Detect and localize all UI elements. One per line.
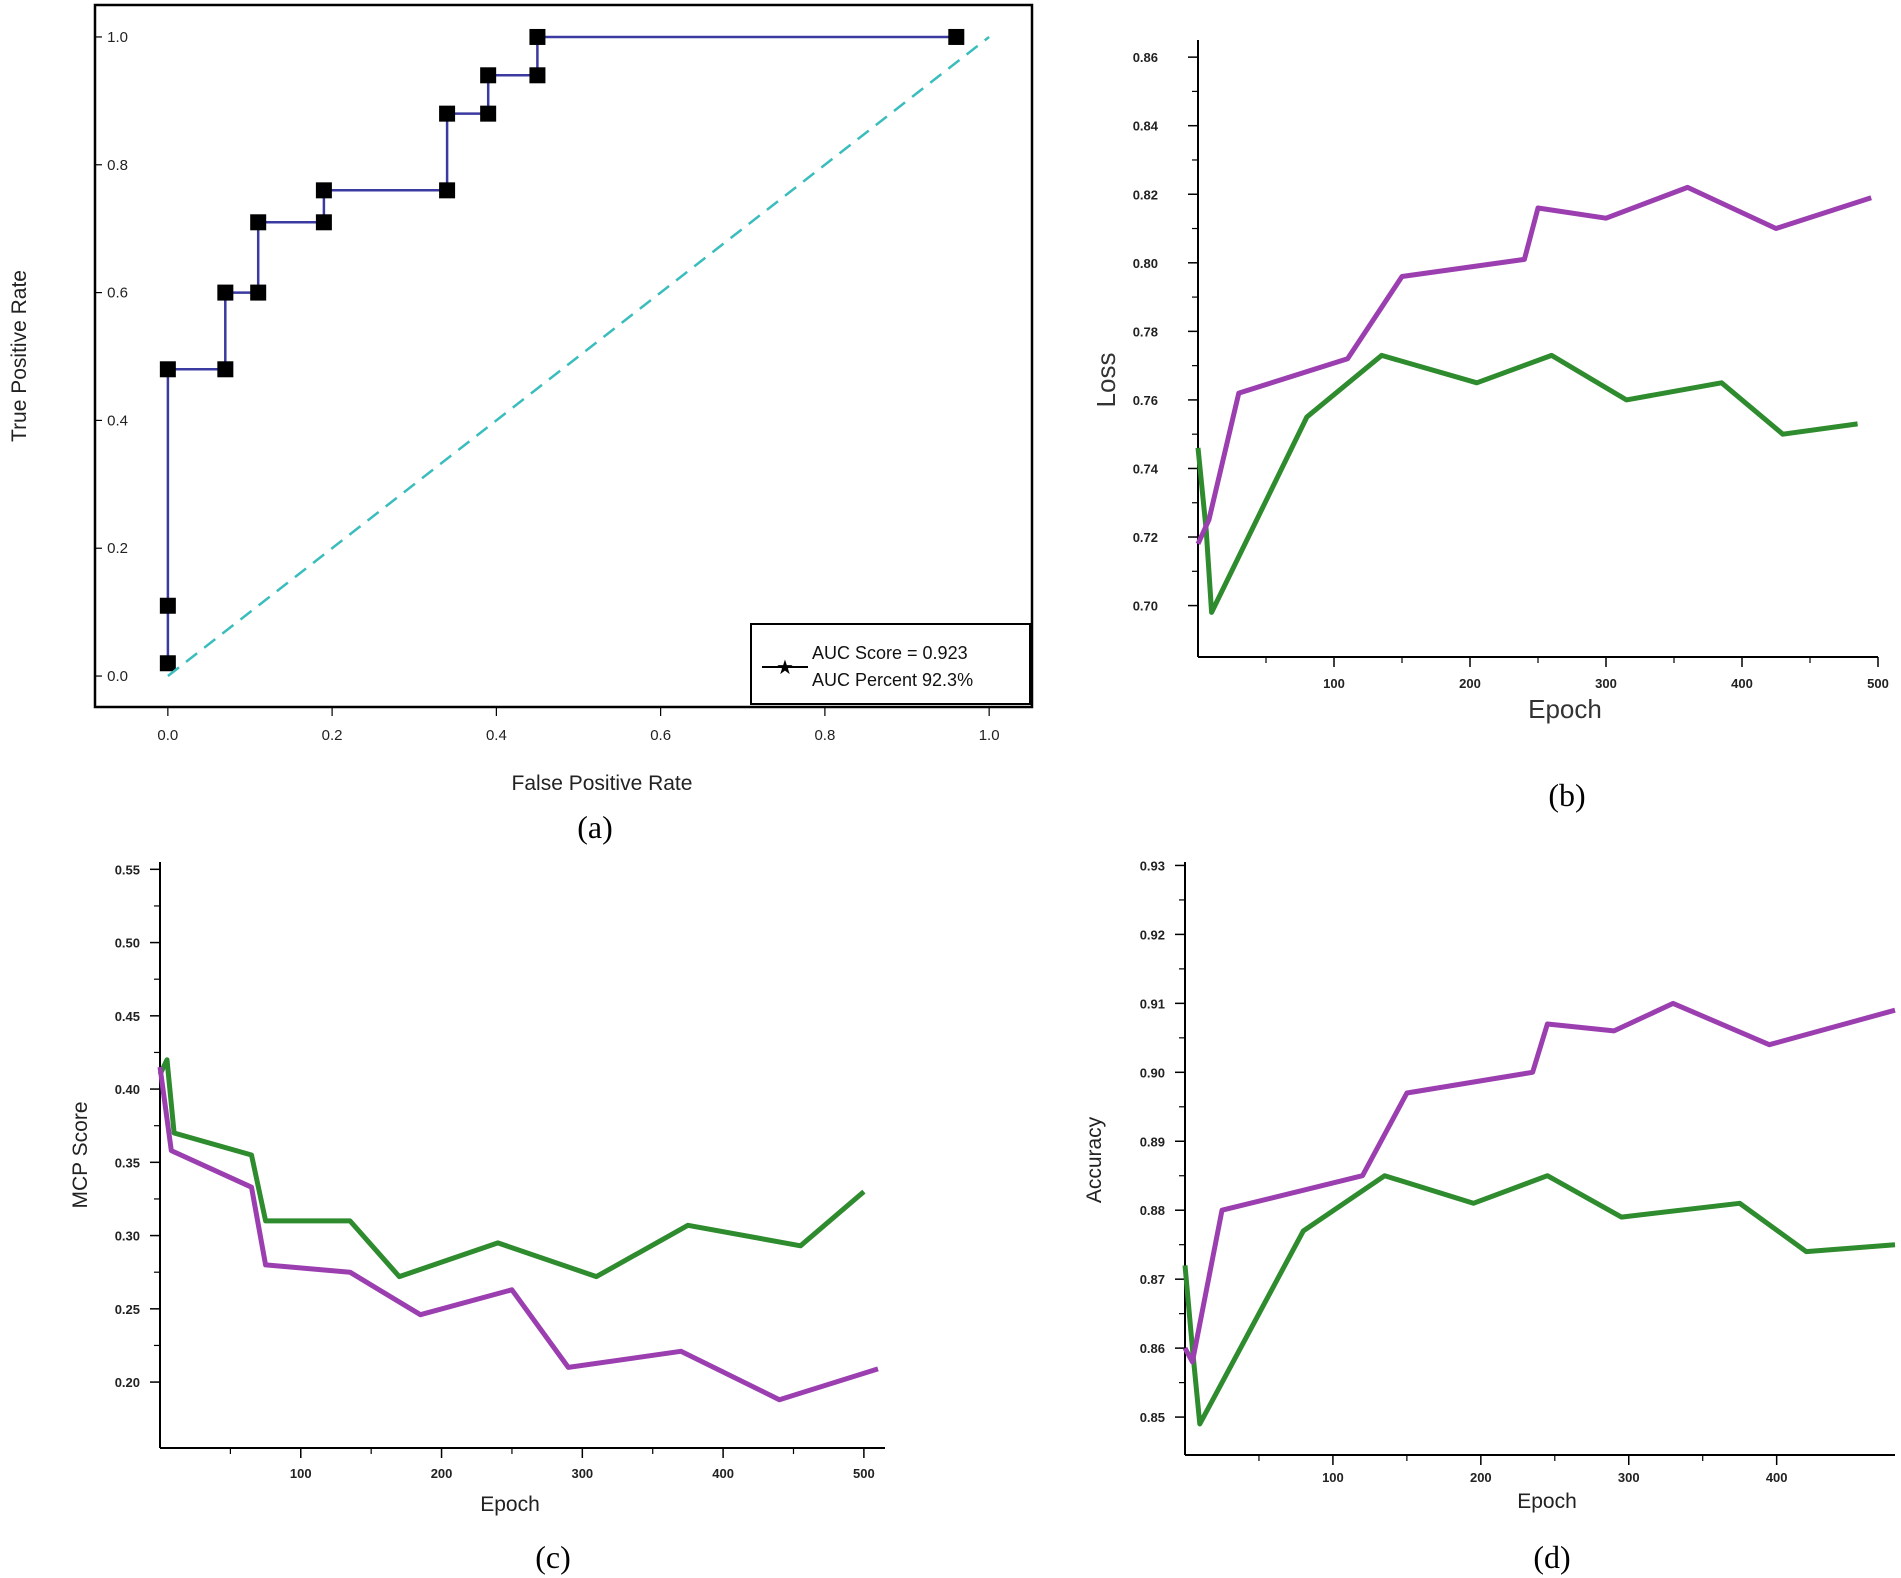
roc-point-marker (948, 28, 965, 45)
series-line-green (1195, 352, 1858, 615)
roc-point-marker (250, 214, 267, 231)
ytick-label: 0.86 (1133, 50, 1158, 65)
ytick-label: 0.85 (1140, 1410, 1165, 1425)
ytick-label: 0.84 (1133, 119, 1159, 134)
ytick-label: 1.0 (107, 29, 128, 46)
panel-a: 0.0 0.2 0.4 0.6 0.8 1.0 0.0 0.2 0.4 0.6 0.8 1.0 ★ A… (8, 3, 1034, 845)
panel-d-caption: (d) (1533, 1539, 1570, 1575)
ytick-label: 0.86 (1140, 1341, 1165, 1356)
series-line-roc (166, 35, 957, 664)
panel-c-xlabel: Epoch (480, 1493, 540, 1516)
xtick-label: 0.0 (157, 727, 178, 744)
ytick-label: 0.4 (107, 412, 128, 429)
panel-b-caption: (b) (1548, 777, 1585, 813)
roc-point-marker (217, 361, 234, 378)
ytick-label: 0.88 (1140, 1203, 1165, 1218)
roc-point-marker (159, 361, 176, 378)
series-line-green (1182, 1173, 1896, 1427)
ytick-label: 0.90 (1140, 1065, 1165, 1080)
ytick-label: 0.80 (1133, 256, 1158, 271)
ytick-label: 0.89 (1140, 1134, 1165, 1149)
roc-point-marker (480, 67, 497, 84)
legend-auc-score: AUC Score = 0.923 (812, 643, 968, 663)
ytick-label: 0.2 (107, 540, 128, 557)
xtick-label: 100 (1322, 1470, 1344, 1485)
ytick-label: 0.0 (107, 668, 128, 685)
ytick-label: 0.72 (1133, 530, 1158, 545)
panel-a-ylabel: True Positive Rate (8, 270, 31, 442)
xtick-label: 1.0 (979, 727, 1000, 744)
panel-a-frame (93, 3, 1034, 709)
panel-c-caption: (c) (535, 1539, 571, 1575)
roc-point-marker (217, 284, 234, 301)
panel-b-xlabel: Epoch (1528, 694, 1602, 724)
ytick-label: 0.35 (115, 1155, 140, 1170)
roc-point-marker (250, 284, 267, 301)
panel-b: 0.70 0.72 0.74 0.76 0.78 0.80 0.82 0.84 0.86 100 2… (1091, 40, 1889, 813)
series-line-purple (1182, 1000, 1896, 1365)
xtick-label: 200 (1459, 676, 1481, 691)
panel-a-caption: (a) (577, 809, 613, 845)
panel-c-ylabel: MCP Score (69, 1102, 92, 1209)
roc-point-marker (480, 105, 497, 122)
ytick-label: 0.82 (1133, 187, 1158, 202)
roc-point-marker (315, 214, 332, 231)
xtick-label: 400 (712, 1466, 734, 1481)
xtick-label: 300 (1595, 676, 1617, 691)
ytick-label: 0.25 (115, 1302, 140, 1317)
xtick-label: 0.4 (486, 727, 507, 744)
xtick-label: 300 (1618, 1470, 1640, 1485)
xtick-label: 500 (853, 1466, 875, 1481)
roc-point-marker (159, 655, 176, 672)
xtick-label: 100 (1323, 676, 1345, 691)
series-line-chance (167, 36, 990, 677)
xtick-label: 100 (290, 1466, 312, 1481)
legend-auc-percent: AUC Percent 92.3% (812, 670, 973, 690)
xtick-label: 400 (1731, 676, 1753, 691)
ytick-label: 0.30 (115, 1229, 140, 1244)
ytick-label: 0.92 (1140, 927, 1165, 942)
xtick-label: 200 (431, 1466, 453, 1481)
series-line-purple (157, 1066, 879, 1403)
panel-d: 0.85 0.86 0.87 0.88 0.89 0.90 0.91 0.92 0.93 100 2… (1083, 858, 1896, 1575)
roc-point-marker (529, 28, 546, 45)
panel-d-ylabel: Accuracy (1083, 1116, 1106, 1203)
panel-b-ylabel: Loss (1091, 353, 1121, 408)
roc-point-marker (529, 67, 546, 84)
ytick-label: 0.20 (115, 1375, 140, 1390)
ytick-label: 0.8 (107, 157, 128, 174)
ytick-label: 0.55 (115, 862, 140, 877)
roc-point-marker (159, 597, 176, 614)
ytick-label: 0.91 (1140, 996, 1165, 1011)
xtick-label: 200 (1470, 1470, 1492, 1485)
series-line-green (157, 1057, 866, 1280)
series-line-purple (1195, 184, 1872, 545)
ytick-label: 0.45 (115, 1009, 140, 1024)
panel-c: 0.20 0.25 0.30 0.35 0.40 0.45 0.50 0.55 100 200 30… (69, 862, 885, 1575)
xtick-label: 0.2 (322, 727, 343, 744)
panel-d-xlabel: Epoch (1517, 1490, 1577, 1513)
roc-point-marker (439, 182, 456, 199)
ytick-label: 0.40 (115, 1082, 140, 1097)
panel-a-legend: ★ AUC Score = 0.923 AUC Percent 92.3% (750, 623, 1031, 705)
xtick-label: 400 (1766, 1470, 1788, 1485)
xtick-label: 500 (1867, 676, 1889, 691)
xtick-label: 300 (571, 1466, 593, 1481)
ytick-label: 0.74 (1133, 461, 1159, 476)
roc-point-marker (439, 105, 456, 122)
ytick-label: 0.6 (107, 285, 128, 302)
ytick-label: 0.78 (1133, 324, 1158, 339)
xtick-label: 0.8 (814, 727, 835, 744)
legend-box (750, 623, 1031, 705)
legend-star-icon: ★ (776, 657, 794, 679)
ytick-label: 0.70 (1133, 599, 1158, 614)
panel-a-xlabel: False Positive Rate (512, 772, 693, 795)
ytick-label: 0.50 (115, 936, 140, 951)
ytick-label: 0.93 (1140, 858, 1165, 873)
roc-point-marker (315, 182, 332, 199)
ytick-label: 0.76 (1133, 393, 1158, 408)
ytick-label: 0.87 (1140, 1272, 1165, 1287)
xtick-label: 0.6 (650, 727, 671, 744)
